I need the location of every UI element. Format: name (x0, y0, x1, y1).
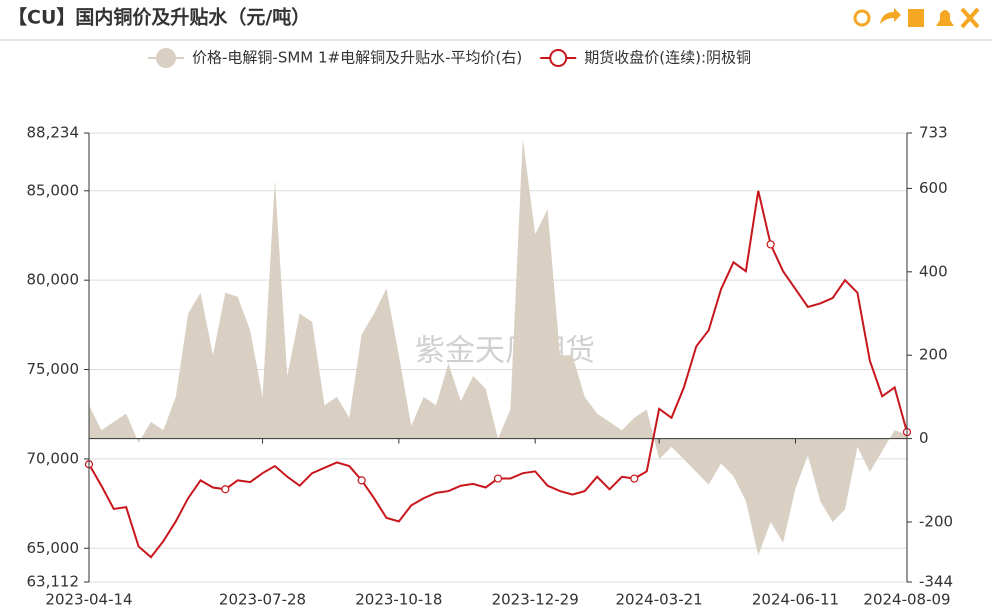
chart-title: 【CU】国内铜价及升贴水（元/吨） (8, 6, 310, 29)
y2-tick-label: 0 (919, 429, 929, 447)
legend-label: 价格-电解铜-SMM 1#电解铜及升贴水-平均价(右) (192, 49, 522, 67)
y2-tick-label: 200 (919, 346, 948, 364)
x-tick-label: 2023-12-29 (492, 591, 579, 609)
line-marker (357, 476, 366, 485)
y-tick-label: 80,000 (27, 271, 80, 289)
y2-tick-label: -344 (919, 573, 953, 591)
line-marker (221, 485, 230, 494)
y-tick-label: 63,112 (27, 573, 80, 591)
line-marker (766, 240, 775, 249)
x-tick-label: 2023-10-18 (355, 591, 442, 609)
x-tick-label: 2024-08-09 (863, 591, 950, 609)
line-marker (493, 474, 503, 483)
y-tick-label: 75,000 (27, 360, 80, 378)
y-tick-label: 70,000 (27, 449, 80, 467)
y2-tick-label: 733 (919, 124, 948, 142)
refresh-icon[interactable] (853, 9, 871, 27)
y2-tick-label: 400 (919, 262, 948, 280)
expand-icon[interactable] (960, 7, 980, 29)
y-tick-label: 65,000 (27, 539, 80, 557)
y-tick-label: 88,234 (27, 124, 80, 142)
legend-label: 期货收盘价(连续):阴极铜 (584, 49, 751, 67)
legend-marker (549, 49, 568, 67)
legend-marker (156, 48, 176, 68)
x-tick-label: 2023-04-14 (45, 591, 132, 609)
x-tick-label: 2024-03-21 (616, 591, 703, 609)
bell-icon[interactable] (936, 10, 954, 26)
line-marker (630, 474, 639, 483)
image-icon[interactable] (908, 9, 924, 27)
toolbar[interactable] (853, 7, 980, 29)
y2-tick-label: 600 (919, 179, 948, 197)
area (89, 138, 907, 556)
y2-tick-label: -200 (919, 512, 953, 530)
share-icon[interactable] (880, 8, 901, 24)
y-tick-label: 85,000 (27, 181, 80, 199)
x-tick-label: 2024-06-11 (752, 591, 839, 609)
x-tick-label: 2023-07-28 (219, 591, 306, 609)
